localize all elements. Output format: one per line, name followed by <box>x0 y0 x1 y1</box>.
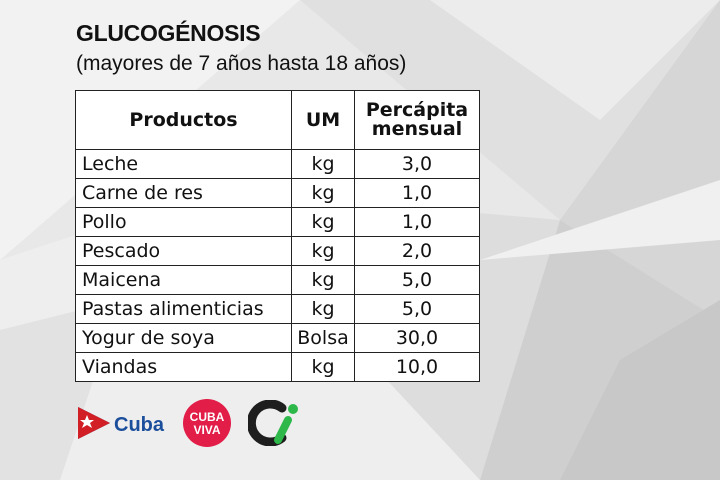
ci-logo <box>248 400 298 446</box>
cell-amount: 10,0 <box>354 352 480 382</box>
page-title: GLUCOGÉNOSIS <box>76 20 261 46</box>
cell-product: Pollo <box>75 207 292 237</box>
header-products: Productos <box>75 90 292 150</box>
cell-amount: 5,0 <box>354 294 480 324</box>
cuba-logo: Cuba <box>78 407 165 439</box>
cell-amount: 5,0 <box>354 265 480 295</box>
header-per-capita-line2: mensual <box>371 118 463 140</box>
cubaviva-logo-line2: VIVA <box>193 423 220 437</box>
cell-product: Leche <box>75 149 292 179</box>
header-unit: UM <box>291 90 355 150</box>
table-row: Carne de res kg 1,0 <box>75 178 480 208</box>
cell-amount: 30,0 <box>354 323 480 353</box>
cell-unit: kg <box>291 178 355 208</box>
cell-amount: 1,0 <box>354 207 480 237</box>
cell-amount: 2,0 <box>354 236 480 266</box>
cell-product: Yogur de soya <box>75 323 292 353</box>
cell-product: Pescado <box>75 236 292 266</box>
cell-amount: 3,0 <box>354 149 480 179</box>
cell-unit: kg <box>291 236 355 266</box>
cubaviva-logo-line1: CUBA <box>190 410 225 424</box>
page-subtitle: (mayores de 7 años hasta 18 años) <box>76 52 407 75</box>
cell-amount: 1,0 <box>354 178 480 208</box>
cell-product: Carne de res <box>75 178 292 208</box>
cell-unit: Bolsa <box>291 323 355 353</box>
table-row: Viandas kg 10,0 <box>75 352 480 382</box>
table-row: Maicena kg 5,0 <box>75 265 480 295</box>
table-row: Pastas alimenticias kg 5,0 <box>75 294 480 324</box>
table-row: Leche kg 3,0 <box>75 149 480 179</box>
products-table: Productos UM Percápita mensual Leche kg … <box>75 90 480 382</box>
cubaviva-logo: CUBA VIVA <box>183 399 231 447</box>
cell-unit: kg <box>291 149 355 179</box>
cell-unit: kg <box>291 294 355 324</box>
table-row: Yogur de soya Bolsa 30,0 <box>75 323 480 353</box>
table-row: Pescado kg 2,0 <box>75 236 480 266</box>
cell-product: Maicena <box>75 265 292 295</box>
cell-unit: kg <box>291 207 355 237</box>
header-per-capita: Percápita mensual <box>354 90 480 150</box>
cell-unit: kg <box>291 352 355 382</box>
cell-unit: kg <box>291 265 355 295</box>
table-header-row: Productos UM Percápita mensual <box>75 90 480 150</box>
cuba-logo-text: Cuba <box>114 414 165 436</box>
header-per-capita-line1: Percápita <box>365 99 469 121</box>
cell-product: Pastas alimenticias <box>75 294 292 324</box>
table-row: Pollo kg 1,0 <box>75 207 480 237</box>
cell-product: Viandas <box>75 352 292 382</box>
